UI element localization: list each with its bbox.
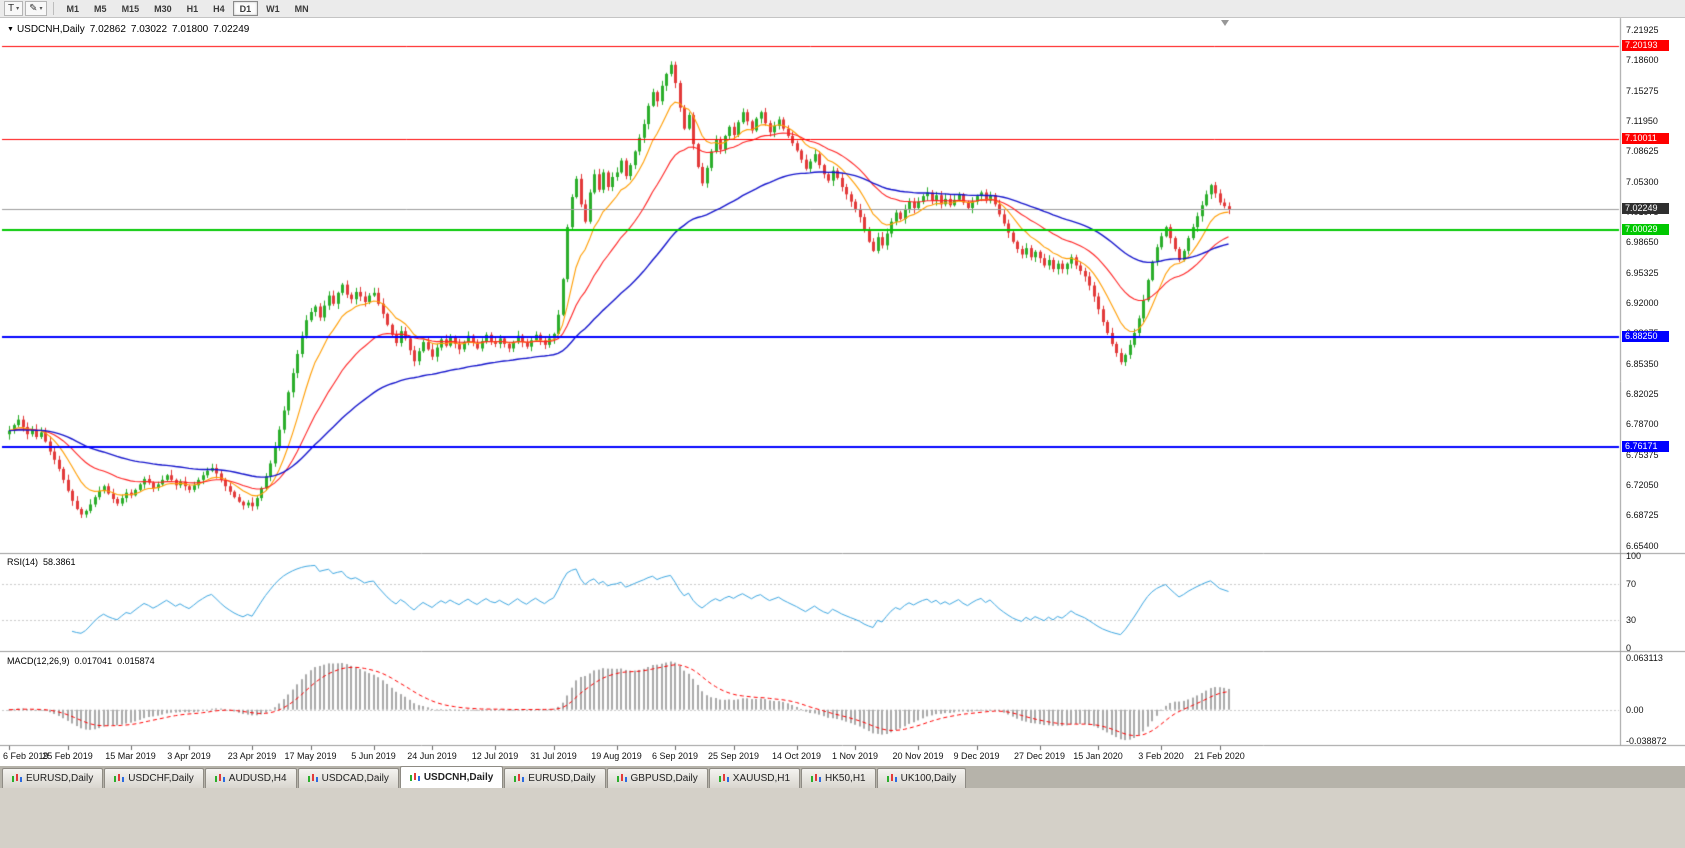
- chart-tab-label: AUDUSD,H4: [228, 773, 287, 784]
- timeframe-button-mn[interactable]: MN: [288, 1, 316, 16]
- status-strip: [0, 788, 1685, 848]
- chart-tab[interactable]: EURUSD,Daily: [504, 768, 606, 788]
- drawing-tool-icon: ✎: [29, 3, 38, 14]
- chart-icon: [12, 773, 22, 784]
- chart-icon: [718, 773, 729, 784]
- text-tool-icon: T: [8, 3, 15, 14]
- chart-tab[interactable]: XAUUSD,H1: [708, 768, 801, 788]
- chart-tab-label: USDCNH,Daily: [423, 772, 494, 783]
- chart-tab[interactable]: USDCHF,Daily: [104, 768, 204, 788]
- chart-icon: [409, 772, 420, 783]
- timeframe-button-h1[interactable]: H1: [180, 1, 206, 16]
- chart-tab-label: USDCHF,Daily: [128, 773, 194, 784]
- chart-tab[interactable]: GBPUSD,Daily: [606, 768, 708, 788]
- chart-tab-label: HK50,H1: [825, 773, 866, 784]
- timeframe-toolbar: M1 M5 M15 M30 H1 H4 D1 W1 MN: [60, 1, 316, 16]
- chart-icon: [811, 773, 822, 784]
- timeframe-button-d1[interactable]: D1: [232, 1, 259, 16]
- chevron-down-icon: ▾: [16, 6, 20, 12]
- text-tool-button[interactable]: T ▾: [4, 1, 24, 16]
- toolbar: T ▾ ✎ ▾ M1 M5 M15 M30 H1 H4 D1 W1 MN: [0, 0, 1685, 18]
- chart-tab-label: XAUUSD,H1: [732, 773, 791, 784]
- chart-tab[interactable]: EURUSD,Daily: [2, 768, 104, 788]
- chart-tabs-bar: EURUSD,Daily USDCHF,Daily AUDUSD,H4 USDCAD,…: [0, 766, 1685, 788]
- chart-icon: [307, 773, 318, 784]
- timeframe-button-m30[interactable]: M30: [147, 1, 179, 16]
- chart-tab[interactable]: USDCAD,Daily: [297, 768, 399, 788]
- chart-tab-label: GBPUSD,Daily: [630, 773, 698, 784]
- chevron-down-icon: ▾: [39, 6, 43, 12]
- chart-tab-label: EURUSD,Daily: [26, 773, 94, 784]
- chart-icon: [886, 773, 897, 784]
- chart-icon: [514, 773, 525, 784]
- timeframe-button-m5[interactable]: M5: [87, 1, 114, 16]
- chart-icon: [114, 773, 125, 784]
- chart-tab[interactable]: UK100,Daily: [876, 768, 967, 788]
- drawing-tools-button[interactable]: ✎ ▾: [25, 1, 47, 16]
- chart-tab[interactable]: USDCNH,Daily: [399, 766, 504, 788]
- timeframe-button-m1[interactable]: M1: [60, 1, 87, 16]
- timeframe-button-w1[interactable]: W1: [259, 1, 287, 16]
- timeframe-button-m15[interactable]: M15: [115, 1, 147, 16]
- chart-tab[interactable]: AUDUSD,H4: [204, 768, 297, 788]
- chart-icon: [616, 773, 627, 784]
- chart-tab[interactable]: HK50,H1: [801, 768, 876, 788]
- timeframe-button-h4[interactable]: H4: [206, 1, 232, 16]
- toolbar-separator: [52, 2, 54, 15]
- chart-tab-label: USDCAD,Daily: [321, 773, 389, 784]
- chart-icon: [214, 773, 225, 784]
- chart-tab-label: UK100,Daily: [900, 773, 957, 784]
- chart-tab-label: EURUSD,Daily: [528, 773, 596, 784]
